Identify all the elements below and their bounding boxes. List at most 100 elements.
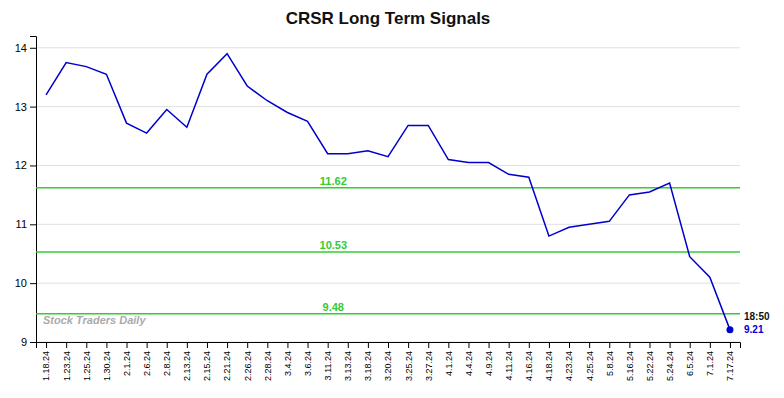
x-tick-mark — [710, 342, 711, 348]
x-tick-label: 5.22.24 — [645, 351, 655, 381]
y-tick: 9 — [21, 336, 36, 348]
y-tick: 13 — [15, 101, 36, 113]
x-tick-label: 4.9.24 — [484, 351, 494, 376]
x-tick-label: 2.15.24 — [202, 351, 212, 381]
x-tick-mark — [348, 342, 349, 348]
x-tick-label: 5.8.24 — [605, 351, 615, 376]
y-tick-label: 12 — [15, 159, 27, 171]
x-tick-mark — [187, 342, 188, 348]
chart: 9 10 11 12 13 14 1.18.24 1.23.24 1.25.24 1.30.24 2… — [0, 0, 784, 398]
x-tick-label: 2.21.24 — [222, 351, 232, 381]
signal-label: 9.48 — [323, 301, 344, 313]
y-tick-label: 14 — [15, 42, 27, 54]
x-tick-mark — [509, 342, 510, 348]
x-tick: 4.23.24 — [564, 342, 574, 381]
x-tick: 2.13.24 — [182, 342, 192, 381]
x-tick-mark — [609, 342, 610, 348]
x-tick-label: 2.13.24 — [182, 351, 192, 381]
grid-line — [36, 106, 740, 107]
x-tick: 1.18.24 — [41, 342, 51, 381]
x-axis-line — [37, 343, 741, 349]
x-tick-label: 5.24.24 — [665, 351, 675, 381]
signal-label: 10.53 — [320, 239, 348, 251]
x-tick-mark — [66, 342, 67, 348]
x-tick-mark — [649, 342, 650, 348]
x-tick: 2.21.24 — [222, 342, 232, 381]
y-tick-mark — [30, 48, 36, 49]
x-tick-label: 4.4.24 — [464, 351, 474, 376]
x-tick: 3.6.24 — [303, 342, 313, 376]
y-tick-mark — [30, 342, 36, 343]
x-tick-mark — [589, 342, 590, 348]
x-axis: 1.18.24 1.23.24 1.25.24 1.30.24 2.1.24 2.6.24… — [37, 342, 741, 381]
x-tick: 4.4.24 — [464, 342, 474, 376]
y-tick: 11 — [16, 218, 36, 230]
y-tick-label: 11 — [16, 218, 27, 230]
x-tick-label: 5.16.24 — [625, 351, 635, 381]
x-tick: 1.23.24 — [62, 342, 72, 381]
x-tick-mark — [167, 342, 168, 348]
grid-line — [36, 283, 740, 284]
x-tick-label: 4.11.24 — [504, 351, 514, 380]
x-tick-mark — [489, 342, 490, 348]
x-tick-label: 2.28.24 — [263, 351, 273, 381]
x-tick-mark — [147, 342, 148, 348]
x-tick-label: 1.30.24 — [102, 351, 112, 381]
x-tick: 6.5.24 — [685, 342, 695, 376]
x-tick: 5.24.24 — [665, 342, 675, 381]
x-tick-label: 3.18.24 — [363, 351, 373, 381]
x-tick-mark — [247, 342, 248, 348]
x-tick-label: 1.25.24 — [82, 351, 92, 381]
x-tick: 3.11.24 — [323, 342, 333, 380]
x-tick: 2.15.24 — [202, 342, 212, 381]
x-tick-mark — [227, 342, 228, 348]
x-tick: 3.4.24 — [283, 342, 293, 376]
x-tick-label: 4.1.24 — [444, 351, 454, 376]
x-tick: 7.1.24 — [705, 342, 715, 376]
x-tick-label: 2.26.24 — [243, 351, 253, 381]
x-tick-mark — [529, 342, 530, 348]
annotation: 9.21 — [744, 324, 764, 335]
grid-line — [36, 165, 740, 166]
x-tick-mark — [690, 342, 691, 348]
x-tick-mark — [670, 342, 671, 348]
x-tick-label: 6.5.24 — [685, 351, 695, 376]
x-tick-mark — [428, 342, 429, 348]
x-tick-label: 2.8.24 — [162, 351, 172, 376]
x-tick: 5.22.24 — [645, 342, 655, 381]
x-tick: 1.25.24 — [82, 342, 92, 381]
x-tick: 4.1.24 — [444, 342, 454, 376]
x-tick-mark — [46, 342, 47, 348]
y-tick: 14 — [15, 42, 36, 54]
x-tick-mark — [368, 342, 369, 348]
x-tick-mark — [569, 342, 570, 348]
x-tick: 4.16.24 — [524, 342, 534, 381]
x-tick-label: 3.6.24 — [303, 351, 313, 376]
x-tick: 7.17.24 — [725, 342, 735, 381]
watermark: Stock Traders Daily — [43, 314, 146, 326]
x-tick-mark — [408, 342, 409, 348]
x-tick: 5.16.24 — [625, 342, 635, 381]
marks — [36, 54, 740, 333]
x-tick-label: 3.20.24 — [383, 351, 393, 381]
x-tick: 4.18.24 — [544, 342, 554, 381]
grid-line — [36, 47, 740, 48]
signal-line — [36, 251, 740, 253]
x-tick: 3.20.24 — [383, 342, 393, 381]
y-tick: 10 — [15, 277, 36, 289]
x-tick: 4.9.24 — [484, 342, 494, 376]
y-tick-mark — [30, 165, 36, 166]
grid-line — [36, 224, 740, 225]
x-tick-label: 2.1.24 — [122, 351, 132, 376]
x-tick-label: 4.16.24 — [524, 351, 534, 381]
x-tick-label: 2.6.24 — [142, 351, 152, 376]
x-tick: 5.8.24 — [605, 342, 615, 376]
y-axis-line — [30, 37, 37, 343]
x-tick-label: 4.18.24 — [544, 351, 554, 381]
x-tick-label: 3.13.24 — [343, 351, 353, 381]
y-tick: 12 — [15, 159, 36, 171]
signal-line — [36, 187, 740, 189]
x-tick-mark — [730, 342, 731, 348]
x-tick-mark — [328, 342, 329, 348]
x-tick: 3.25.24 — [403, 342, 413, 381]
